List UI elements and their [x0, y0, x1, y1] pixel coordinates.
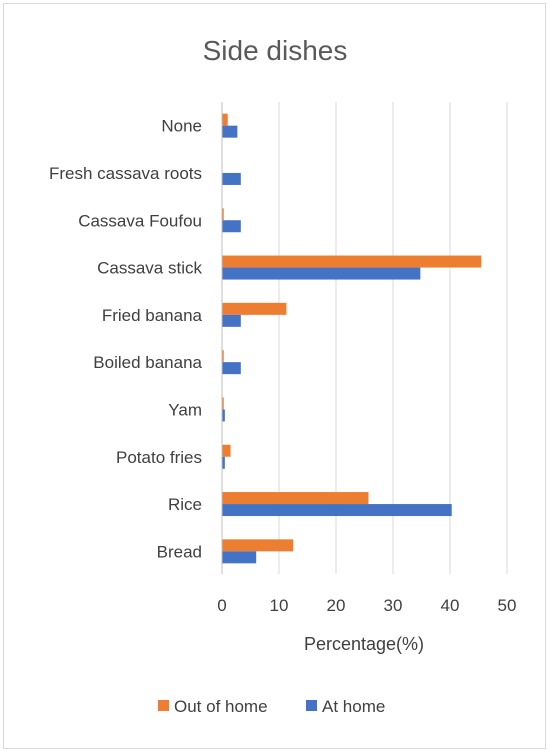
- x-tick-label: 0: [217, 596, 226, 615]
- x-tick-label: 20: [327, 596, 346, 615]
- chart-frame: [3, 3, 546, 749]
- legend: Out of home At home: [158, 697, 385, 716]
- bar-at-home: [222, 551, 257, 564]
- bar-at-home: [222, 314, 241, 327]
- bar-at-home: [222, 172, 241, 185]
- category-label: Cassava Foufou: [78, 211, 202, 230]
- legend-label: Out of home: [174, 697, 268, 716]
- x-axis-title: Percentage(%): [304, 634, 424, 654]
- bar-out-of-home: [222, 397, 224, 410]
- bar-out-of-home: [222, 113, 228, 126]
- legend-label: At home: [322, 697, 385, 716]
- legend-swatch: [306, 700, 317, 711]
- bar-at-home: [222, 125, 238, 138]
- bar-out-of-home: [222, 492, 369, 505]
- category-label: Fried banana: [102, 306, 203, 325]
- bar-at-home: [222, 220, 241, 233]
- x-tick-label: 40: [441, 596, 460, 615]
- category-labels: None Fresh cassava roots Cassava Foufou Cas…: [49, 117, 203, 562]
- category-label: Boiled banana: [93, 353, 202, 372]
- category-label: Bread: [157, 542, 202, 561]
- bar-at-home: [222, 267, 421, 280]
- bar-at-home: [222, 456, 225, 469]
- category-label: Potato fries: [116, 448, 202, 467]
- x-tick-label: 30: [384, 596, 403, 615]
- category-label: Fresh cassava roots: [49, 164, 202, 183]
- bar-out-of-home: [222, 255, 482, 268]
- category-label: Cassava stick: [97, 259, 202, 278]
- bar-at-home: [222, 409, 225, 422]
- chart-title: Side dishes: [203, 35, 348, 66]
- x-tick-labels: 0 10 20 30 40 50: [217, 596, 516, 615]
- bar-out-of-home: [222, 539, 294, 552]
- bar-at-home: [222, 362, 241, 375]
- category-label: None: [161, 117, 202, 136]
- bar-out-of-home: [222, 208, 224, 221]
- legend-swatch: [158, 700, 169, 711]
- bar-out-of-home: [222, 350, 224, 363]
- x-tick-label: 50: [498, 596, 517, 615]
- bar-out-of-home: [222, 444, 231, 457]
- category-label: Rice: [168, 495, 202, 514]
- bars: [222, 113, 482, 564]
- x-tick-label: 10: [270, 596, 289, 615]
- bar-at-home: [222, 504, 452, 517]
- bar-out-of-home: [222, 302, 287, 315]
- category-label: Yam: [168, 400, 202, 419]
